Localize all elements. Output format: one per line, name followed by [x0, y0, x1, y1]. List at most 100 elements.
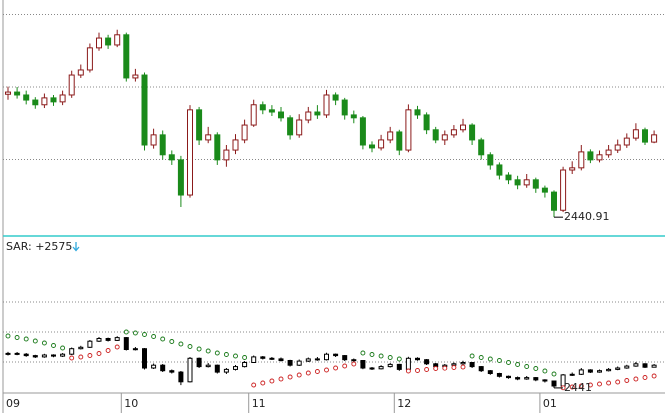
mini-candle-body: [533, 377, 539, 381]
mini-candle-body: [351, 359, 357, 362]
candle-body: [205, 134, 212, 141]
sar-dot: [324, 367, 329, 373]
sar-dot: [14, 335, 20, 340]
sar-dot: [333, 365, 339, 371]
candle-body: [541, 187, 548, 193]
mini-candle-body: [651, 364, 657, 368]
sar-dot: [78, 354, 84, 360]
mini-candle-body: [123, 337, 129, 351]
mini-candle-body: [233, 366, 238, 370]
mini-candle-body: [196, 357, 202, 368]
candle-body: [14, 91, 21, 96]
mini-candle-body: [287, 360, 293, 366]
mini-candle-body: [32, 355, 38, 358]
mini-candle-body: [378, 366, 384, 370]
low-annotation: 2440.91: [564, 210, 610, 223]
mini-candle-body: [296, 360, 302, 366]
sar-dot: [424, 367, 430, 372]
candle-body: [496, 164, 503, 176]
candle-body: [623, 137, 630, 146]
mini-candle-body: [615, 367, 621, 370]
candle-body: [632, 129, 639, 139]
candle-body: [86, 47, 93, 71]
sar-dot: [205, 348, 211, 354]
candle-body: [460, 124, 466, 131]
sar-dot: [360, 350, 366, 356]
candle-body: [469, 124, 476, 141]
sar-dot: [278, 376, 284, 382]
sar-dot: [196, 346, 202, 352]
sar-dot: [87, 353, 93, 358]
mini-candle-body: [305, 358, 311, 362]
mini-candle-body: [360, 360, 366, 369]
mini-candle-body: [242, 362, 248, 368]
candle-body: [523, 179, 530, 186]
x-tick-label: 01: [543, 397, 557, 410]
sar-dot: [415, 368, 420, 373]
mini-candle-body: [569, 373, 575, 376]
candle-body: [369, 144, 375, 149]
sar-dot: [515, 362, 521, 367]
sar-dot: [569, 384, 575, 390]
sar-dot: [296, 372, 302, 378]
sar-dot: [524, 364, 530, 369]
mini-candle-body: [487, 370, 493, 375]
candle-body: [59, 94, 66, 103]
sar-dot: [442, 365, 448, 371]
sar-dot: [542, 368, 548, 374]
sar-dot: [597, 381, 602, 387]
candle-body: [341, 99, 348, 116]
sar-dot: [96, 351, 102, 356]
mini-candle-body: [324, 353, 329, 361]
mini-candle-body: [41, 354, 47, 358]
mini-candle-body: [142, 348, 147, 369]
candle-body: [150, 134, 157, 146]
candle-body: [196, 109, 203, 141]
mini-candle-body: [405, 357, 411, 370]
candle-body: [23, 94, 30, 101]
sar-dot: [178, 341, 184, 347]
candle-body: [159, 134, 166, 156]
candle-body: [532, 179, 539, 189]
x-tick-label: 12: [397, 397, 411, 410]
low-annotation: 2441: [564, 381, 592, 394]
candle-body: [132, 74, 139, 79]
sar-dot: [169, 339, 175, 344]
mini-candle-body: [551, 380, 557, 387]
candle-body: [478, 139, 485, 156]
candle-body: [177, 159, 184, 196]
candle-body: [551, 191, 557, 211]
candle-body: [414, 109, 421, 116]
sar-dot: [387, 355, 393, 360]
candle-body: [587, 151, 594, 161]
mini-candle-body: [278, 358, 284, 361]
sar-dot: [260, 380, 266, 386]
mini-candle-body: [606, 368, 612, 372]
mini-candle-body: [396, 363, 402, 370]
mini-candle-body: [333, 353, 339, 357]
mini-candle-body: [14, 352, 20, 355]
mini-candle-body: [633, 363, 639, 367]
sar-dot: [378, 353, 384, 359]
mini-candle-body: [451, 363, 457, 366]
mini-candle-body: [597, 370, 602, 373]
sar-dot: [396, 356, 402, 362]
sar-dot: [214, 350, 220, 356]
candle-body: [396, 131, 403, 151]
candle-body: [359, 117, 366, 146]
candle-body: [314, 111, 321, 116]
candle-body: [41, 97, 48, 106]
mini-candle-body: [542, 379, 548, 382]
mini-candle-body: [524, 377, 530, 380]
sar-dot: [369, 352, 375, 357]
mini-candle-body: [469, 362, 475, 368]
sar-dot: [615, 379, 621, 385]
sar-dot: [433, 366, 439, 371]
sar-dot: [123, 329, 129, 335]
candle-body: [487, 154, 494, 166]
candle-body: [77, 69, 84, 76]
mini-candle-body: [51, 354, 56, 357]
candle-body: [141, 74, 148, 146]
candle-body: [441, 134, 448, 141]
